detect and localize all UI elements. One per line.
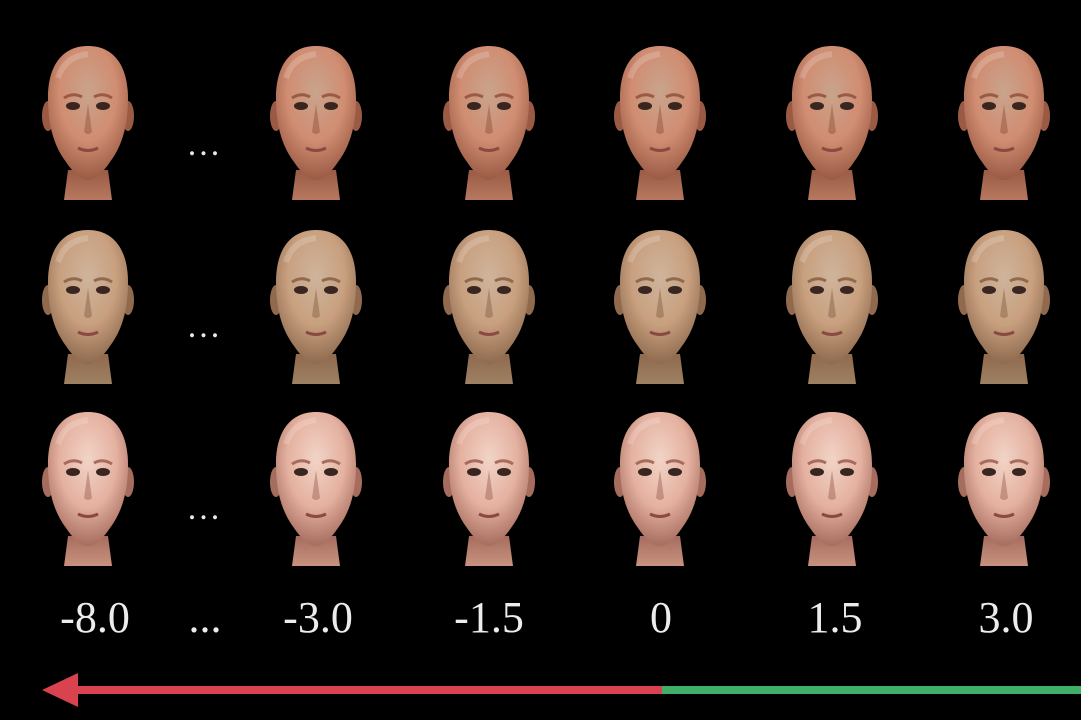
face-row2-col6 [958, 226, 1050, 386]
face-row1-col5 [786, 42, 878, 202]
scale-label: 0 [650, 593, 672, 642]
face-row2-col3 [443, 226, 535, 386]
ellipsis-row3: ... [187, 490, 223, 527]
face-row3-col4 [614, 408, 706, 568]
negative-direction-bar [70, 686, 662, 694]
face-row3-col2 [270, 408, 362, 568]
face-row3-col6 [958, 408, 1050, 568]
scale-label-ellipsis: ... [188, 593, 222, 642]
ellipsis-row2: ... [187, 308, 223, 345]
scale-label: -3.0 [283, 593, 353, 642]
face-row2-col5 [786, 226, 878, 386]
face-row1-col6 [958, 42, 1050, 202]
face-row2-col4 [614, 226, 706, 386]
face-row3-col5 [786, 408, 878, 568]
face-row1-col3 [443, 42, 535, 202]
scale-label: -8.0 [60, 593, 130, 642]
scale-label: 1.5 [807, 593, 863, 642]
face-row1-col4 [614, 42, 706, 202]
face-row1-col1 [42, 42, 134, 202]
face-row2-col2 [270, 226, 362, 386]
face-row3-col3 [443, 408, 535, 568]
ellipsis-row1: ... [187, 126, 223, 163]
positive-direction-bar [662, 686, 1081, 694]
scale-label: -1.5 [454, 593, 524, 642]
scale-label: 3.0 [978, 593, 1034, 642]
face-row2-col1 [42, 226, 134, 386]
face-row3-col1 [42, 408, 134, 568]
face-row1-col2 [270, 42, 362, 202]
